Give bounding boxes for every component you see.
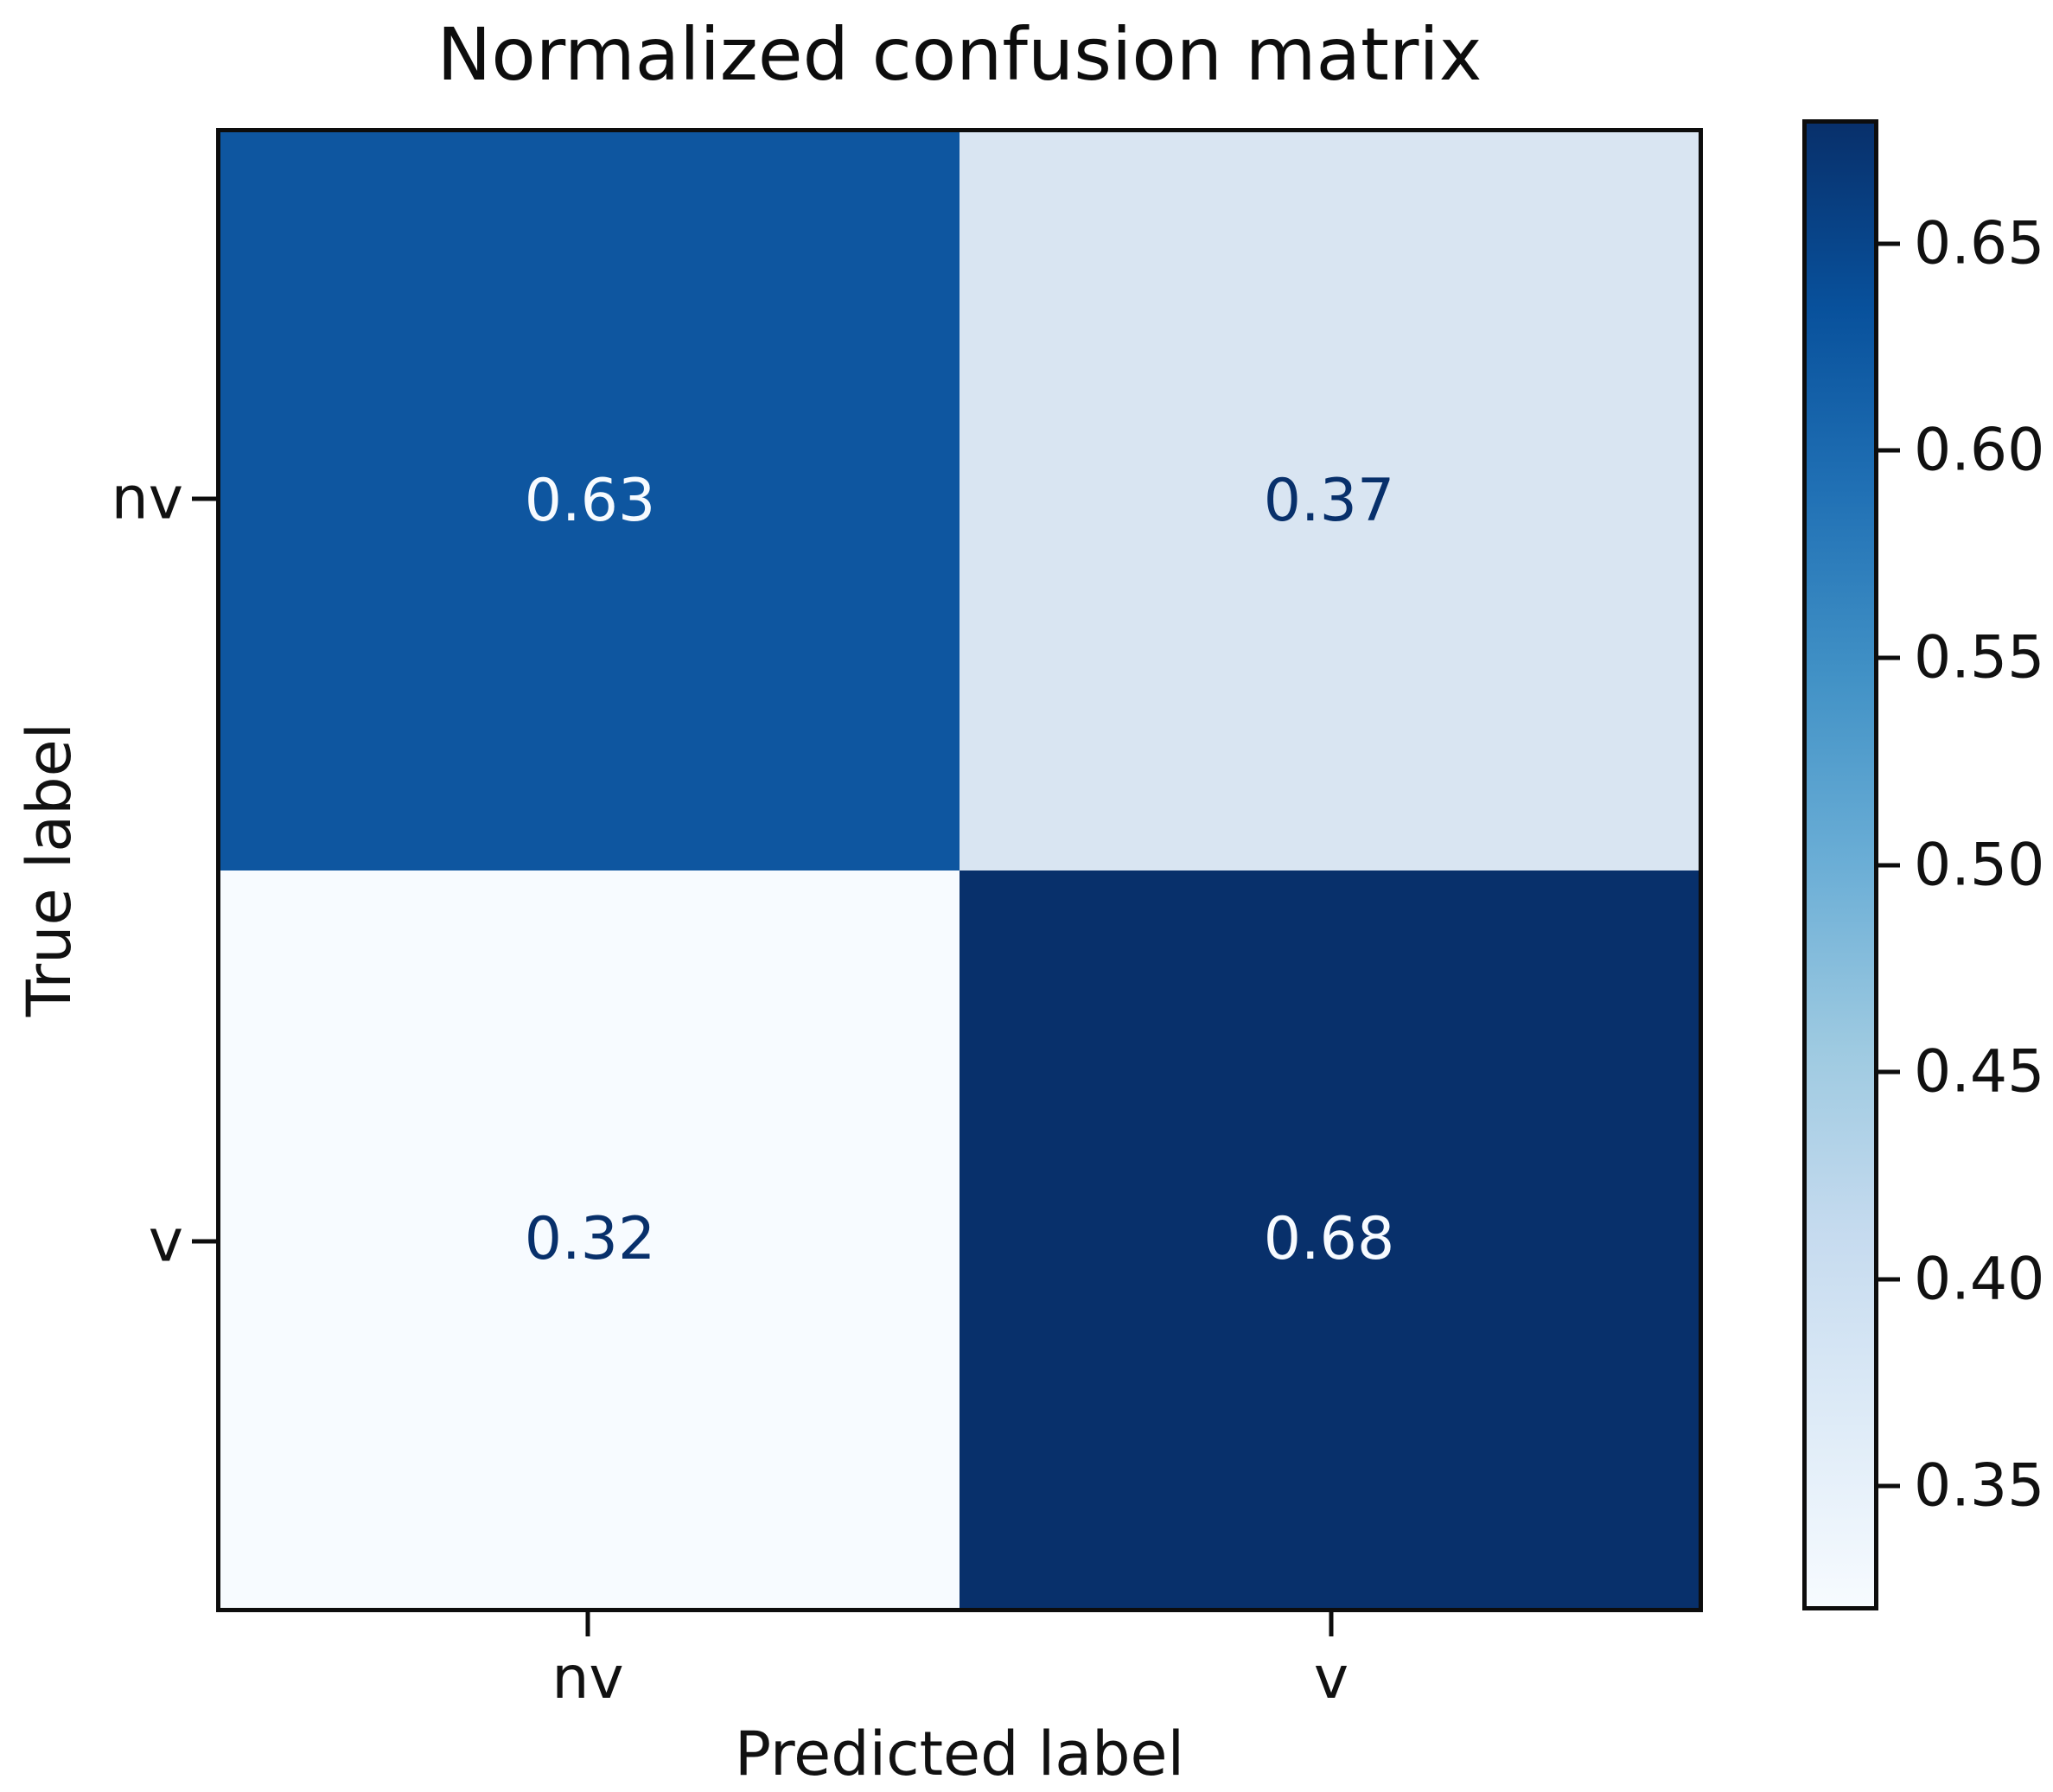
- matrix-cell-v-nv: 0.32: [220, 870, 960, 1608]
- colorbar-tick-mark-0.60: [1878, 448, 1900, 453]
- colorbar: [1802, 119, 1878, 1610]
- x-tick-mark-v: [1329, 1612, 1334, 1636]
- matrix-cell-nv-v: 0.37: [960, 132, 1699, 870]
- chart-title: Normalized confusion matrix: [437, 12, 1482, 97]
- x-axis-label: Predicted label: [734, 1719, 1185, 1789]
- heatmap-matrix: 0.63 0.37 0.32 0.68: [216, 128, 1703, 1612]
- colorbar-tick-label-0.65: 0.65: [1914, 209, 2045, 278]
- colorbar-tick-mark-0.40: [1878, 1277, 1900, 1282]
- y-tick-label-nv: nv: [111, 464, 183, 533]
- x-tick-label-nv: nv: [552, 1644, 624, 1712]
- x-tick-mark-nv: [585, 1612, 590, 1636]
- matrix-cell-nv-nv: 0.63: [220, 132, 960, 870]
- colorbar-tick-mark-0.35: [1878, 1483, 1900, 1489]
- x-tick-label-v: v: [1313, 1644, 1349, 1712]
- matrix-cell-v-v: 0.68: [960, 870, 1699, 1608]
- colorbar-tick-mark-0.50: [1878, 863, 1900, 867]
- y-tick-mark-nv: [192, 496, 216, 501]
- y-tick-mark-v: [192, 1239, 216, 1244]
- colorbar-tick-label-0.50: 0.50: [1914, 831, 2045, 899]
- colorbar-tick-mark-0.45: [1878, 1069, 1900, 1075]
- colorbar-tick-label-0.45: 0.45: [1914, 1037, 2045, 1106]
- colorbar-tick-mark-0.55: [1878, 655, 1900, 660]
- colorbar-tick-label-0.60: 0.60: [1914, 416, 2045, 485]
- colorbar-tick-label-0.55: 0.55: [1914, 623, 2045, 692]
- colorbar-tick-label-0.40: 0.40: [1914, 1245, 2045, 1314]
- y-axis-label: True label: [14, 722, 85, 1017]
- colorbar-tick-label-0.35: 0.35: [1914, 1451, 2045, 1521]
- y-tick-label-v: v: [148, 1207, 183, 1276]
- colorbar-tick-mark-0.65: [1878, 241, 1900, 246]
